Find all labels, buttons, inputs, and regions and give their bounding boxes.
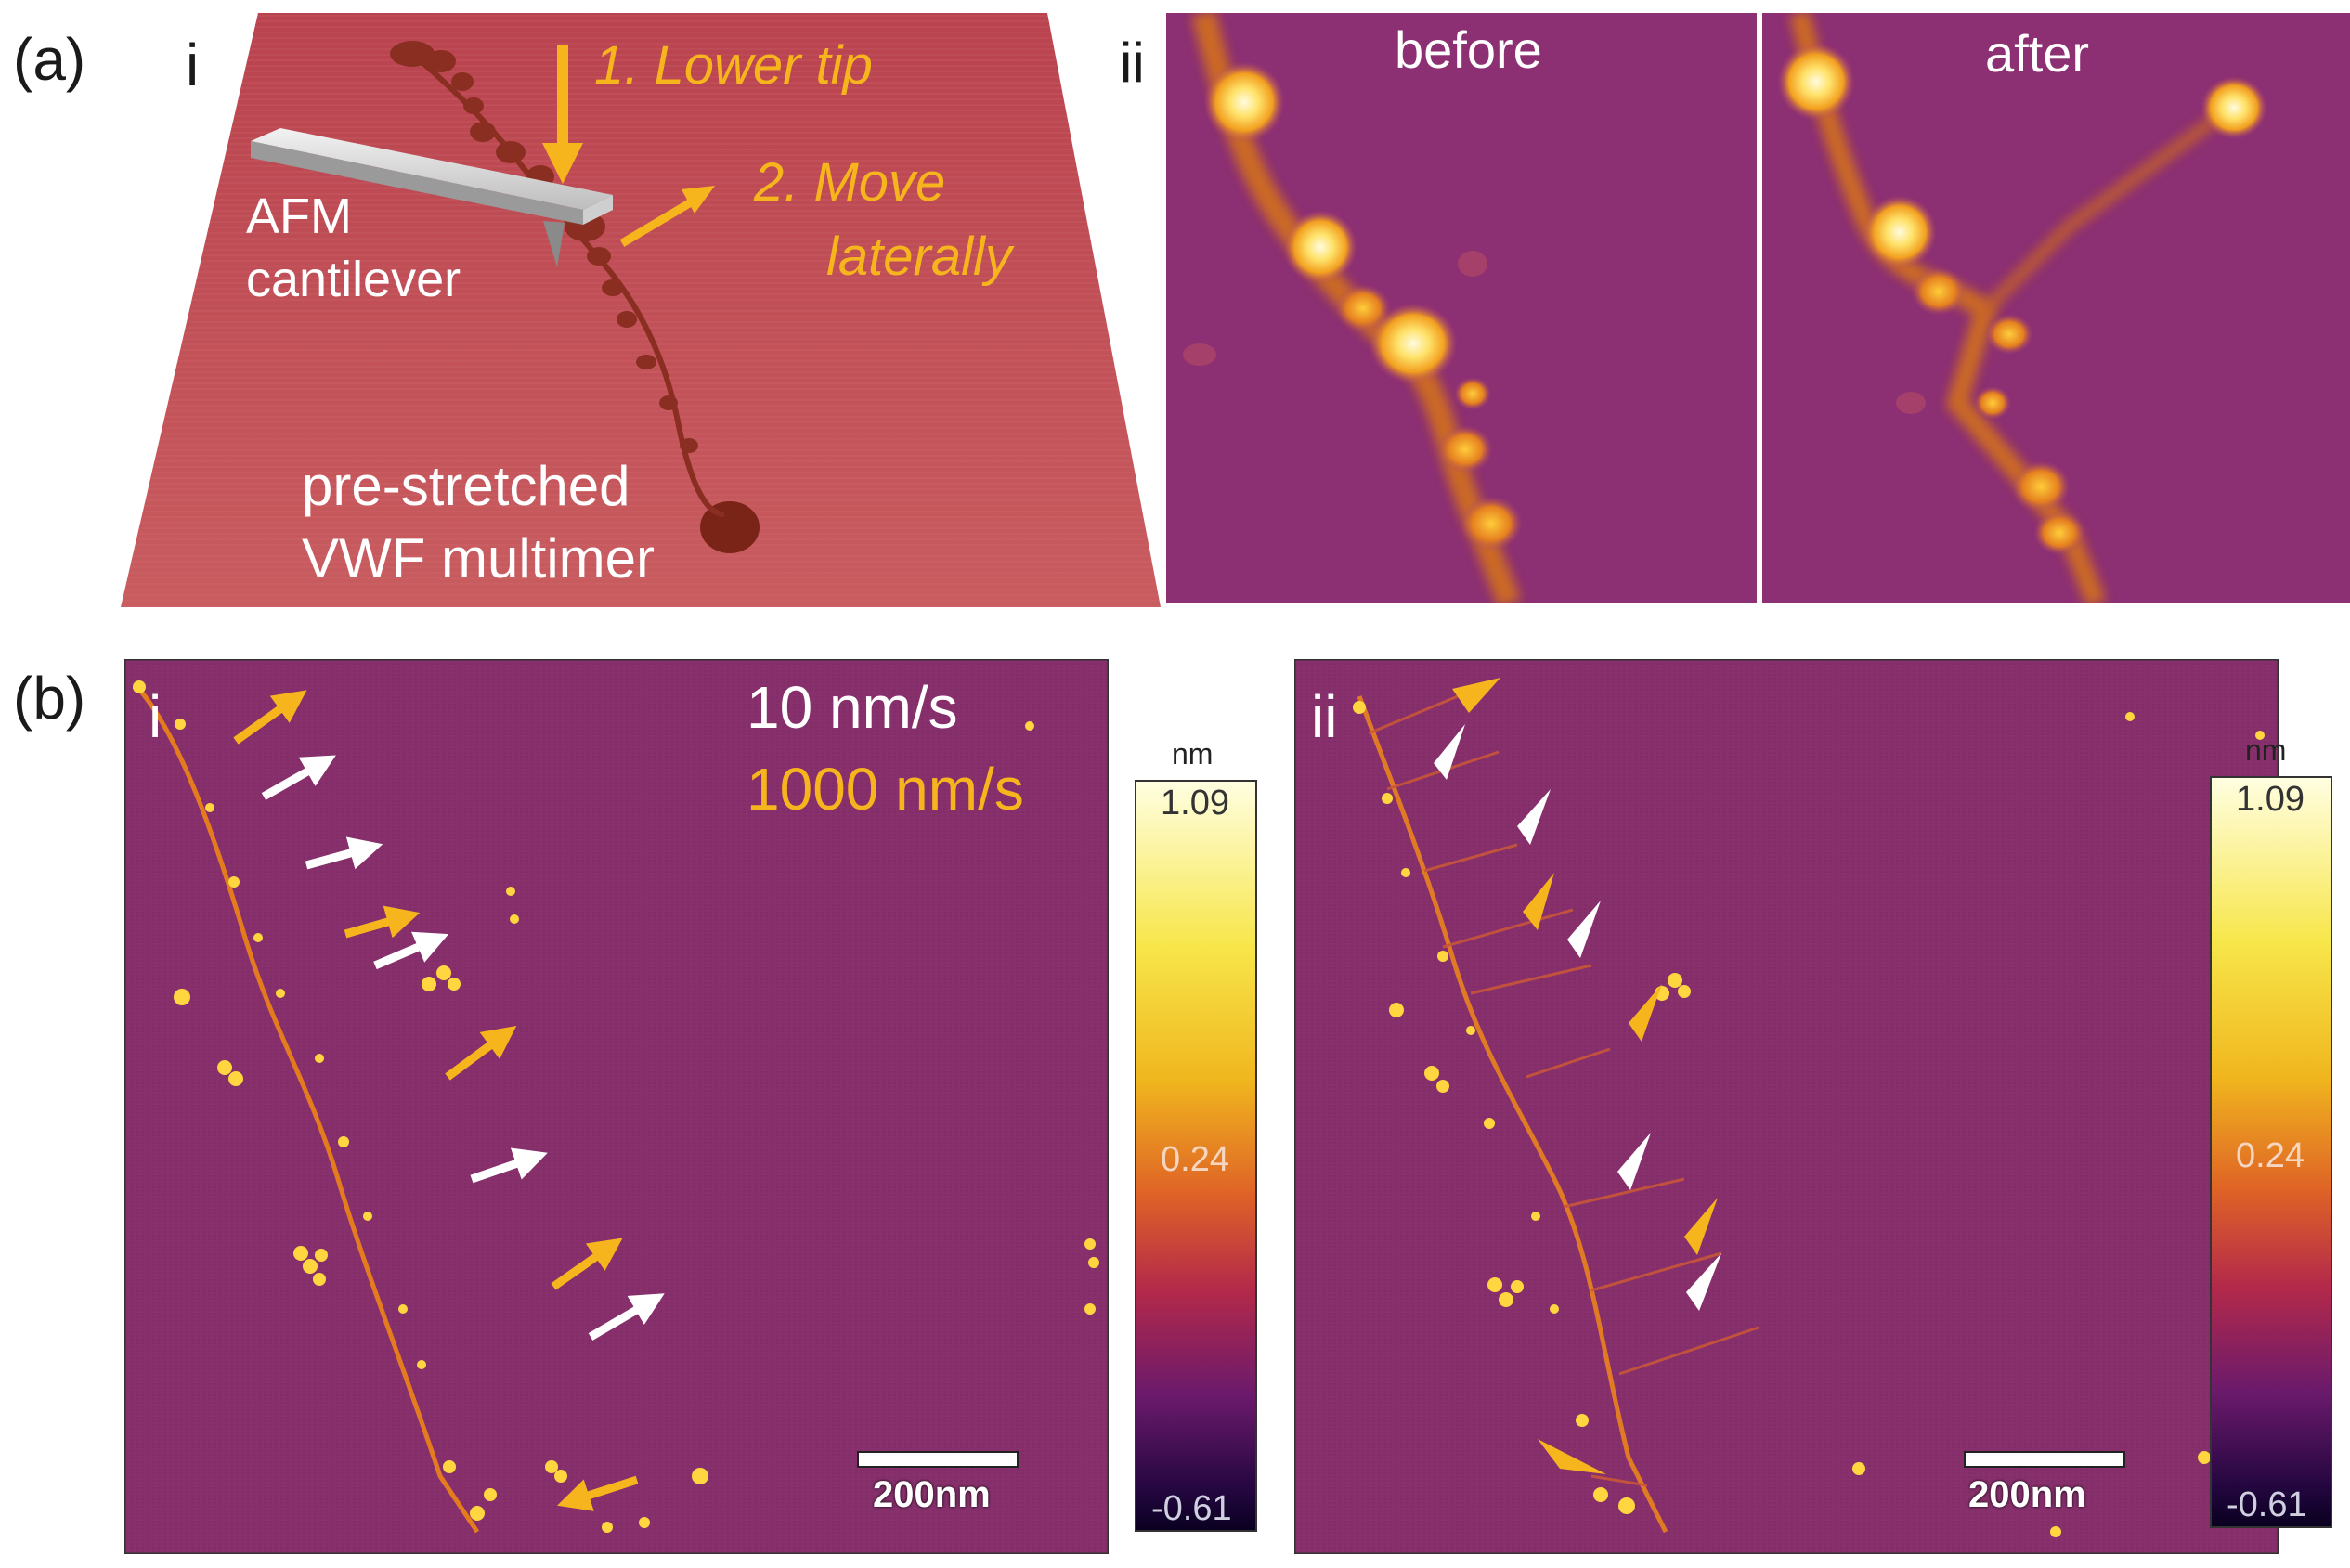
fast-arrowhead-4 [1684,1198,1718,1255]
colorbar-max-b-i: 1.09 [1161,784,1229,823]
slow-arrowhead-5 [1686,1253,1721,1311]
fast-arrow-4 [551,1238,623,1290]
panel-a-i-label: i [186,32,200,98]
scalebar-b-i-label: 200nm [873,1474,991,1515]
after-label: after [1985,24,2090,83]
scalebar-b-i [857,1451,1019,1468]
panel-b-i-label: i [149,683,162,750]
colorbar-mid-b-ii: 0.24 [2236,1136,2305,1175]
slow-arrow-1 [261,755,336,800]
colorbar-b-i [1135,780,1257,1532]
slow-arrowhead-2 [1517,789,1551,845]
slow-arrowhead-4 [1617,1133,1651,1190]
fast-arrow-1 [233,690,307,745]
afm-image-before [1166,13,1757,603]
afm-image-after [1762,13,2350,603]
colorbar-mid-b-i: 0.24 [1161,1140,1229,1179]
scalebar-b-ii-label: 200nm [1968,1474,2086,1515]
slow-arrow-4 [470,1147,548,1184]
colorbar-unit-b-ii: nm [2245,733,2287,767]
colorbar-min-b-ii: -0.61 [2227,1485,2307,1524]
afm-image-arrowheads [1294,659,2279,1554]
afm-3d-render [121,13,1161,607]
fast-arrowhead-1 [1452,678,1500,713]
lower-tip-arrow [542,45,583,184]
speed-slow-label: 10 nm/s [747,674,958,741]
cantilever-label-line1: AFM [246,188,352,244]
colorbar-unit-b-i: nm [1172,737,1214,771]
speed-fast-label: 1000 nm/s [747,756,1024,823]
panel-a-label: (a) [13,26,86,93]
step2-line1: 2. Move [754,152,946,213]
sample-label-line2: VWF multimer [302,527,655,590]
before-label: before [1395,20,1542,79]
fast-arrow-5 [557,1475,639,1511]
afm-image-slow-fast [124,659,1109,1554]
vwf-multimer-b-i [134,683,480,1534]
colorbar-max-b-ii: 1.09 [2236,780,2305,819]
afm-tip [543,221,565,267]
slow-arrowhead-3 [1567,901,1601,958]
cantilever-label-line2: cantilever [246,252,461,307]
move-laterally-arrow [619,186,715,247]
afm-cantilever [251,128,613,210]
vwf-multimer-3d [390,41,760,553]
colorbar-min-b-i: -0.61 [1151,1489,1232,1528]
panel-b-ii-label: ii [1311,683,1338,750]
slow-arrowhead-1 [1434,724,1465,780]
fast-arrow-2 [344,905,421,939]
slow-arrow-2 [305,836,383,870]
slow-arrow-5 [588,1293,665,1341]
step2-line2: laterally [826,227,1012,287]
fast-arrowhead-5 [1538,1439,1606,1474]
fast-arrowhead-2 [1523,873,1554,930]
fast-arrow-3 [445,1026,517,1081]
scalebar-b-ii [1964,1451,2125,1468]
fast-arrowhead-3 [1629,984,1662,1042]
colorbar-b-ii [2210,776,2332,1528]
step1-label: 1. Lower tip [594,35,873,96]
sample-label-line1: pre-stretched [302,455,630,517]
panel-a-ii-label: ii [1120,32,1145,94]
panel-b-label: (b) [13,665,86,732]
slow-arrow-3 [373,931,449,970]
vwf-multimer-b-ii [1357,695,1668,1534]
